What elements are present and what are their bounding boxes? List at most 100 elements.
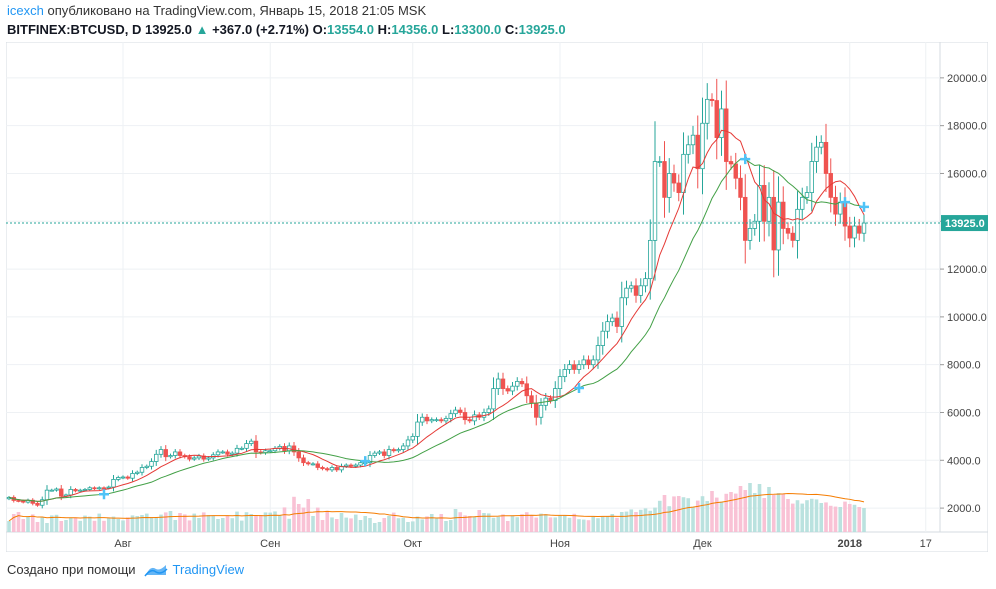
candle-body bbox=[401, 445, 406, 450]
candle-body bbox=[633, 285, 639, 296]
candle-body bbox=[149, 461, 154, 467]
volume-bar bbox=[581, 519, 586, 532]
candle-body bbox=[728, 161, 734, 165]
candle-body bbox=[249, 440, 254, 444]
x-tick-label: Окт bbox=[403, 538, 422, 550]
candle-body bbox=[367, 455, 373, 464]
volume-bar bbox=[344, 517, 349, 532]
candle-body bbox=[410, 435, 415, 441]
last-price: 13925.0 bbox=[144, 22, 192, 37]
candle-body bbox=[49, 489, 54, 492]
volume-bar bbox=[676, 496, 681, 532]
candle-body bbox=[325, 468, 330, 471]
volume-bar bbox=[605, 516, 610, 532]
volume-bar bbox=[833, 506, 838, 532]
volume-bar bbox=[311, 516, 315, 532]
candle-body bbox=[97, 487, 102, 490]
volume-bar bbox=[786, 499, 790, 532]
volume-bar bbox=[843, 501, 847, 532]
volume-bar bbox=[111, 516, 116, 532]
candle-body bbox=[719, 108, 724, 139]
author-link[interactable]: icexch bbox=[7, 3, 44, 18]
candle-body bbox=[396, 449, 401, 452]
candle-body bbox=[135, 471, 140, 474]
volume-bar bbox=[539, 513, 543, 532]
candle-body bbox=[187, 456, 192, 460]
volume-bar bbox=[125, 517, 130, 532]
chart-area[interactable]: 2000.04000.06000.08000.010000.012000.014… bbox=[5, 41, 989, 553]
volume-bar bbox=[11, 514, 16, 532]
candle-body bbox=[225, 451, 230, 455]
tradingview-brand: TradingView bbox=[172, 562, 245, 577]
volume-ma-line bbox=[8, 492, 865, 522]
candle-body bbox=[833, 196, 838, 215]
candle-body bbox=[101, 487, 107, 490]
volume-bar bbox=[26, 517, 30, 532]
volume-bar bbox=[396, 518, 401, 532]
volume-bar bbox=[258, 515, 263, 532]
x-tick-label: 2018 bbox=[838, 538, 862, 550]
candle-body bbox=[852, 225, 857, 239]
volume-bar bbox=[406, 522, 410, 532]
candle-body bbox=[610, 317, 615, 323]
candle-body bbox=[377, 451, 382, 454]
volume-bar bbox=[463, 515, 467, 532]
volume-bar bbox=[596, 518, 600, 532]
volume-bar bbox=[714, 497, 719, 532]
volume-bar bbox=[496, 516, 501, 532]
volume-bar bbox=[710, 491, 714, 532]
volume-bar bbox=[800, 503, 805, 532]
candle-body bbox=[638, 285, 643, 296]
volume-bar bbox=[634, 512, 638, 532]
x-tick-label: 17 bbox=[920, 538, 932, 550]
volume-bar bbox=[401, 517, 406, 532]
volume-bar bbox=[472, 516, 477, 532]
price-chart[interactable]: 2000.04000.06000.08000.010000.012000.014… bbox=[5, 41, 989, 553]
ma-20-line bbox=[8, 158, 865, 502]
volume-bar bbox=[325, 510, 330, 532]
volume-bar bbox=[292, 496, 296, 532]
candle-body bbox=[667, 173, 672, 198]
volume-bar bbox=[558, 515, 562, 532]
candle-body bbox=[120, 476, 126, 479]
candle-body bbox=[709, 98, 715, 101]
candle-body bbox=[686, 144, 691, 155]
volume-bar bbox=[97, 513, 102, 532]
tradingview-logo-icon bbox=[143, 564, 168, 576]
y-tick-label: 18000.0 bbox=[947, 121, 987, 133]
volume-bar bbox=[349, 518, 353, 532]
volume-bar bbox=[16, 512, 21, 532]
volume-bar bbox=[771, 495, 776, 532]
candle-body bbox=[671, 173, 677, 184]
candle-body bbox=[448, 413, 453, 419]
candle-body bbox=[334, 467, 339, 471]
candle-body bbox=[111, 479, 116, 488]
candle-body bbox=[40, 499, 45, 506]
candle-body bbox=[586, 359, 591, 366]
volume-bar bbox=[648, 510, 653, 532]
volume-bar bbox=[733, 493, 738, 532]
tradingview-link[interactable]: TradingView bbox=[143, 562, 245, 577]
candle-body bbox=[496, 378, 501, 389]
candle-body bbox=[87, 487, 92, 490]
volume-bar bbox=[852, 504, 857, 532]
candle-body bbox=[424, 416, 430, 422]
candle-body bbox=[567, 364, 572, 370]
volume-bar bbox=[662, 495, 667, 532]
volume-bar bbox=[486, 513, 491, 532]
candle-body bbox=[705, 98, 710, 124]
volume-bar bbox=[410, 521, 415, 532]
volume-bar bbox=[624, 511, 629, 532]
volume-bar bbox=[239, 520, 244, 532]
price-change: +367.0 (+2.71%) bbox=[212, 22, 309, 37]
low-value: 13300.0 bbox=[454, 22, 502, 37]
volume-bar bbox=[220, 518, 225, 532]
volume-bar bbox=[21, 519, 26, 532]
candle-body bbox=[244, 443, 249, 449]
volume-bar bbox=[695, 500, 700, 532]
candle-body bbox=[605, 321, 610, 332]
candle-body bbox=[595, 345, 601, 361]
candle-body bbox=[158, 449, 164, 455]
candle-body bbox=[139, 467, 145, 473]
volume-bar bbox=[691, 506, 695, 532]
